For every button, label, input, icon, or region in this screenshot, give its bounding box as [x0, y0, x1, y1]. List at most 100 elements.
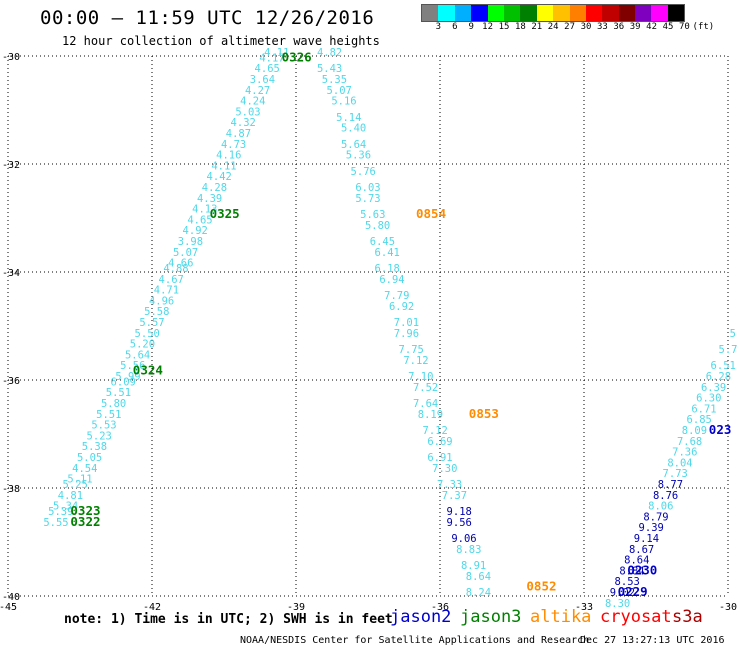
- swh-value: 6.45: [370, 236, 395, 248]
- graticule: [7, 55, 729, 597]
- swh-value: 4.24: [240, 96, 265, 108]
- colorbar-tick-label: 6: [452, 22, 458, 32]
- colorbar-tick-label: 3: [435, 22, 442, 32]
- swh-value: 5.11: [67, 474, 92, 486]
- colorbar-tick-label: 42: [646, 22, 658, 32]
- colorbar-swatch: [454, 5, 472, 21]
- colorbar-swatch: [569, 5, 586, 21]
- latitude-label: -38: [2, 484, 20, 495]
- swh-value: 5.03: [235, 106, 260, 118]
- swh-value: 8.30: [605, 598, 630, 610]
- swh-value: 4.65: [255, 63, 280, 75]
- swh-value: 4.82: [317, 47, 342, 59]
- swh-value: 4.67: [159, 274, 184, 286]
- swh-value: 7.10: [408, 371, 433, 383]
- pass-time-label: 0852: [526, 579, 556, 594]
- colorbar-tick-label: 12: [482, 22, 494, 32]
- swh-value: 4.66: [168, 258, 193, 270]
- swh-value: 5.43: [317, 63, 342, 75]
- colorbar-tick-label: 30: [580, 22, 592, 32]
- longitude-label: -42: [143, 602, 161, 613]
- swh-value: 5.63: [360, 209, 385, 221]
- colorbar-tick-label: 18: [514, 22, 526, 32]
- swh-value: 7.36: [672, 447, 697, 459]
- longitude-label: -36: [431, 602, 449, 613]
- longitude-label: -33: [575, 602, 593, 613]
- swh-value: 5.64: [341, 139, 366, 151]
- swh-value: 5.36: [346, 150, 371, 162]
- swh-value: 4.28: [202, 182, 227, 194]
- swh-value: 4.32: [231, 117, 256, 129]
- colorbar-tick-label: 21: [531, 22, 543, 32]
- swh-value: 5.51: [106, 387, 131, 399]
- colorbar-labels: 3 6 9 12 15 18 21 24 27 30 33 36 39 42 45 70 (ft): [421, 22, 740, 34]
- colorbar-swatch: [667, 5, 685, 21]
- swh-value: 6.03: [355, 182, 380, 194]
- swh-value: 7.64: [413, 398, 438, 410]
- legend-cryosat: cryosat: [600, 607, 672, 627]
- swh-value: 5.50: [135, 328, 160, 340]
- axis-labels: -45 -42 -39 -36 -33 -30 -30 -32 -34 -36 -38 -40: [0, 52, 737, 613]
- swh-value: 5.07: [327, 85, 352, 97]
- longitude-label: -39: [287, 602, 305, 613]
- swh-value: 8.19: [418, 409, 443, 421]
- colorbar-swatch: [585, 5, 603, 21]
- colorbar-tick-label: 15: [498, 22, 510, 32]
- colorbar-swatch: [536, 5, 554, 21]
- swh-value: 8.64: [466, 571, 491, 583]
- pass-time-label: 0325: [210, 206, 240, 221]
- swh-value: 6.18: [375, 263, 400, 275]
- swh-value: 4.96: [149, 295, 174, 307]
- swh-value: 7.68: [677, 436, 702, 448]
- swh-value: 9.06: [451, 533, 476, 545]
- swh-value: 8.67: [629, 544, 654, 556]
- swh-value: 6.69: [427, 436, 452, 448]
- swh-value: 8.77: [658, 479, 683, 491]
- swh-value: 7.37: [442, 490, 467, 502]
- swh-value: 7.96: [394, 328, 419, 340]
- swh-value: 5.34: [53, 501, 78, 513]
- swh-value: 7.01: [394, 317, 419, 329]
- colorbar-swatch: [471, 5, 488, 21]
- swh-value: 5.99: [115, 371, 140, 383]
- swh-value: 5.76: [351, 166, 376, 178]
- swh-value: 6.71: [691, 403, 716, 415]
- swh-value: 5.07: [173, 247, 198, 259]
- swh-value: 6.91: [427, 452, 452, 464]
- colorbar-swatch: [635, 5, 652, 21]
- colorbar-swatch: [618, 5, 636, 21]
- swh-value: 4.13: [192, 204, 217, 216]
- swh-value: 5.53: [91, 420, 116, 432]
- colorbar-tick-label: 45: [662, 22, 674, 32]
- colorbar-tick-label: 36: [613, 22, 625, 32]
- swh-value: 9.18: [447, 506, 472, 518]
- jason2-track: 5 5.7 6.516.286.396.306.716.858.097.687.36…: [605, 328, 738, 610]
- header-title: 00:00 – 11:59 UTC 12/26/2016: [40, 7, 375, 29]
- swh-value: 6.28: [706, 371, 731, 383]
- colorbar-swatch: [487, 5, 504, 21]
- pass-time-label: 023: [709, 422, 732, 437]
- swh-value: 9.02: [610, 587, 635, 599]
- swh-value: 8.24: [466, 587, 491, 599]
- pass-time-label: 0854: [416, 206, 446, 221]
- swh-value: 4.73: [221, 139, 246, 151]
- swh-value: 6.09: [111, 376, 136, 388]
- swh-value: 7.33: [437, 479, 462, 491]
- altika-track: 4.82 5.435.355.075.16 5.145.40 5.645.36 5.76…: [317, 47, 491, 599]
- swh-value: 5.40: [341, 123, 366, 135]
- pass-time-label: 0323: [70, 503, 100, 518]
- longitude-label: -45: [0, 602, 17, 613]
- swh-value: 7.52: [413, 382, 438, 394]
- pass-time-label: 0322: [70, 514, 100, 529]
- swh-value: 6.39: [701, 382, 726, 394]
- legend-s3a: s3a: [672, 607, 703, 627]
- swh-value: 5.38: [82, 441, 107, 453]
- swh-value: 9.56: [447, 517, 472, 529]
- colorbar-swatch: [422, 5, 439, 21]
- colorbar-tick-label: 70: [678, 22, 690, 32]
- colorbar-swatch: [553, 5, 570, 21]
- swh-value: 4.27: [245, 85, 270, 97]
- swh-value: 8.84: [619, 565, 644, 577]
- swh-value: 8.09: [682, 425, 707, 437]
